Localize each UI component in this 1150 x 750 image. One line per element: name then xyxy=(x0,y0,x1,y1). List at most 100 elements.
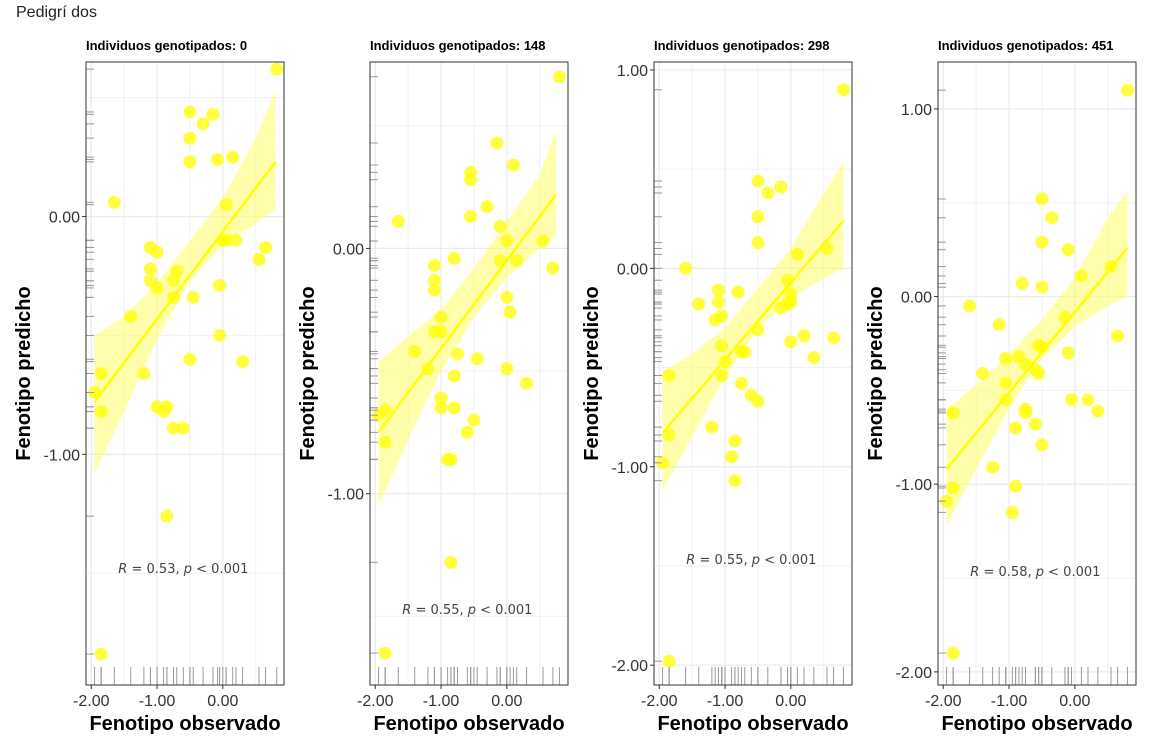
data-point xyxy=(1074,269,1088,283)
data-point xyxy=(236,355,250,369)
data-point xyxy=(447,251,461,265)
regression-line xyxy=(377,193,558,434)
panel-title: Individuos genotipados: 451 xyxy=(938,38,1114,53)
panel-frame xyxy=(369,61,569,686)
data-point xyxy=(427,273,441,287)
data-point xyxy=(940,494,954,508)
data-point xyxy=(751,236,765,250)
data-point xyxy=(797,329,811,343)
x-tick-label: -1.00 xyxy=(707,693,744,710)
data-point xyxy=(150,245,164,259)
y-tick-label: 0.00 xyxy=(617,261,648,278)
data-point xyxy=(213,279,227,293)
r-symbol: R xyxy=(970,565,979,580)
y-axis-label: Fenotipo predicho xyxy=(865,286,887,460)
data-point xyxy=(107,195,121,209)
y-tick-label: -2.00 xyxy=(896,665,933,682)
data-point xyxy=(761,186,775,200)
r-symbol: R xyxy=(118,562,127,577)
data-point xyxy=(708,313,722,327)
panel-2: Individuos genotipados: 298 R = 0.55, p <… xyxy=(581,38,853,735)
data-point xyxy=(976,367,990,380)
data-point xyxy=(728,434,742,448)
panel-title: Individuos genotipados: 148 xyxy=(370,38,546,53)
data-point xyxy=(731,285,745,299)
y-tick-label: 0.00 xyxy=(333,241,364,258)
data-point xyxy=(963,299,977,313)
data-point xyxy=(137,367,151,380)
x-tick-label: -2.00 xyxy=(357,693,394,710)
panel-3: Individuos genotipados: 451 R = 0.58, p <… xyxy=(865,38,1137,735)
data-point xyxy=(427,259,441,273)
data-point xyxy=(160,509,174,523)
panel-frame xyxy=(937,61,1137,686)
data-point xyxy=(183,105,197,119)
x-tick-label: 0.00 xyxy=(207,693,238,710)
separator: , xyxy=(1027,565,1035,580)
data-point xyxy=(1005,505,1019,519)
x-tick-label: 0.00 xyxy=(491,693,522,710)
data-point xyxy=(711,283,725,297)
data-point xyxy=(705,420,719,434)
y-tick-label: 1.00 xyxy=(617,63,648,80)
data-point xyxy=(434,391,448,405)
panel-frame xyxy=(653,61,853,686)
data-point xyxy=(986,460,1000,474)
confidence-band xyxy=(378,130,557,506)
x-tick-label: -1.00 xyxy=(991,693,1028,710)
data-point xyxy=(552,70,566,84)
data-point xyxy=(166,274,180,288)
data-point xyxy=(447,401,461,415)
p-value: 0.001 xyxy=(1063,565,1100,580)
separator: , xyxy=(459,603,467,618)
data-point xyxy=(1032,338,1046,352)
data-point xyxy=(226,150,240,164)
data-point xyxy=(1035,438,1049,452)
r-value: 0.55 xyxy=(715,553,744,568)
data-point xyxy=(656,456,670,470)
r-equals: = xyxy=(979,565,998,580)
y-tick-label: 1.00 xyxy=(901,102,932,119)
data-point xyxy=(1015,276,1029,290)
data-point xyxy=(1061,346,1075,360)
p-value: 0.001 xyxy=(211,562,248,577)
x-axis-label: Fenotipo observado xyxy=(941,713,1132,735)
p-symbol: p xyxy=(1035,565,1044,580)
r-equals: = xyxy=(127,562,146,577)
data-point xyxy=(662,368,676,382)
data-point xyxy=(493,219,507,233)
separator: , xyxy=(743,553,751,568)
data-point xyxy=(946,646,960,660)
panel-frame xyxy=(85,61,285,686)
data-point xyxy=(999,393,1013,407)
data-point xyxy=(464,173,478,187)
data-point xyxy=(372,408,386,422)
data-point xyxy=(480,200,494,214)
data-point xyxy=(546,261,560,275)
data-point xyxy=(999,351,1013,365)
y-tick-label: 0.00 xyxy=(49,210,80,227)
x-axis-label: Fenotipo observado xyxy=(373,713,564,735)
data-point xyxy=(1018,406,1032,420)
data-point xyxy=(196,117,210,131)
data-point xyxy=(751,394,765,408)
data-point xyxy=(183,131,197,145)
data-point xyxy=(460,425,474,439)
data-point xyxy=(464,210,478,224)
data-point xyxy=(434,325,448,339)
data-point xyxy=(1035,235,1049,249)
y-tick-label: -1.00 xyxy=(44,447,81,464)
panel-title: Individuos genotipados: 0 xyxy=(86,38,247,53)
data-point xyxy=(213,328,227,342)
data-point xyxy=(946,406,960,420)
data-point xyxy=(715,339,729,353)
data-point xyxy=(1009,421,1023,435)
data-point xyxy=(157,405,171,419)
data-point xyxy=(751,174,765,188)
data-point xyxy=(692,297,706,311)
data-point xyxy=(738,345,752,359)
data-point xyxy=(836,83,850,97)
data-point xyxy=(176,421,190,435)
data-point xyxy=(827,331,841,345)
data-point xyxy=(500,234,514,248)
